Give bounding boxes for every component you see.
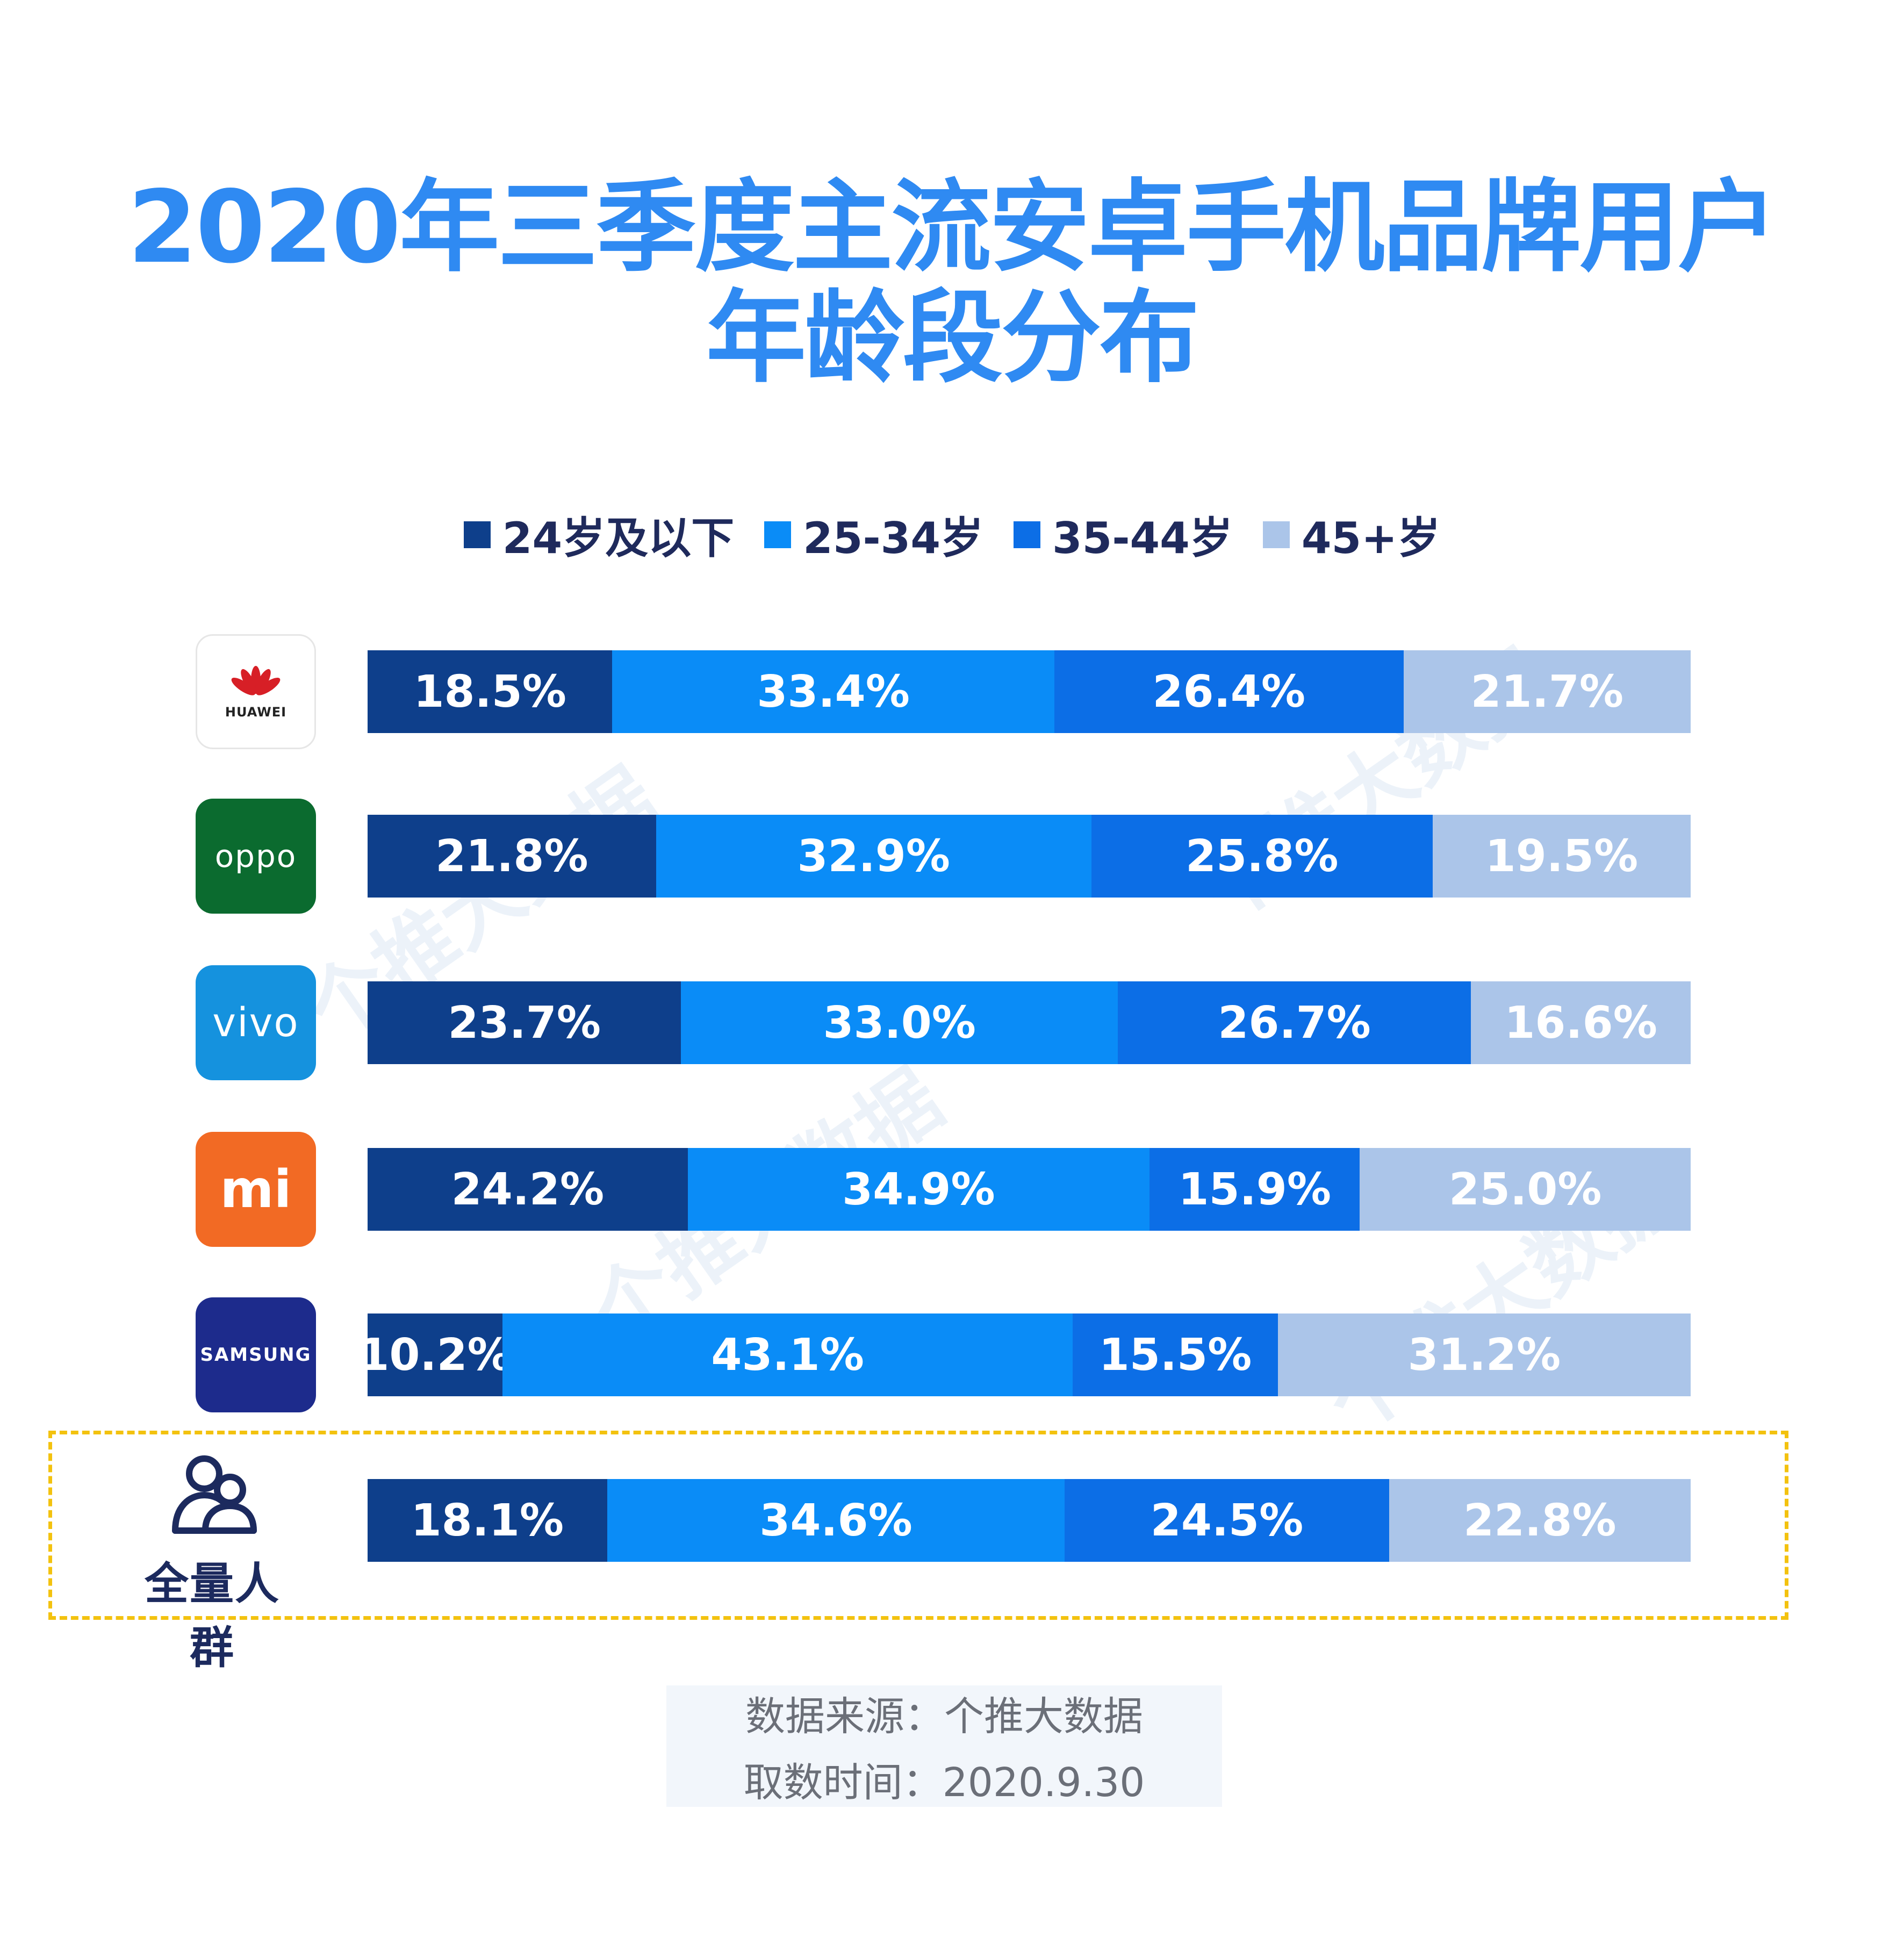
bar-segment: 16.6% (1471, 981, 1691, 1064)
xiaomi-logo-icon: mi (196, 1132, 316, 1247)
date-text: 取数时间：2020.9.30 (743, 1760, 1145, 1806)
samsung-logo-text: SAMSUNG (200, 1344, 312, 1366)
bar-segment: 24.5% (1065, 1479, 1389, 1562)
data-label: 31.2% (1407, 1329, 1561, 1381)
legend-swatch (1013, 521, 1040, 548)
stacked-bar: 10.2% 43.1% 15.5% 31.2% (358, 1313, 1691, 1396)
data-label: 15.5% (1098, 1329, 1252, 1381)
legend-item: 45+岁 (1262, 504, 1441, 566)
legend-label: 35-44岁 (1052, 513, 1233, 563)
bar-segment: 18.5% (368, 650, 613, 733)
bar-segment: 26.7% (1117, 981, 1471, 1064)
data-label: 34.9% (842, 1164, 995, 1215)
bar-segment: 25.8% (1091, 815, 1433, 898)
data-label: 25.8% (1185, 830, 1339, 882)
data-label: 43.1% (711, 1329, 864, 1381)
stacked-bar: 18.5% 33.4% 26.4% 21.7% (368, 650, 1691, 733)
data-label: 26.4% (1152, 666, 1305, 717)
legend-swatch (764, 521, 792, 548)
data-label: 32.9% (797, 830, 950, 882)
bar-segment: 33.4% (612, 650, 1054, 733)
huawei-logo-icon: HUAWEI (196, 634, 316, 749)
legend-item: 25-34岁 (764, 504, 983, 566)
data-label: 34.6% (759, 1495, 913, 1546)
huawei-petals-icon (231, 666, 281, 695)
bar-segment: 19.5% (1432, 815, 1691, 898)
mi-logo-text: mi (220, 1159, 292, 1219)
legend: 24岁及以下 25-34岁 35-44岁 45+岁 (0, 505, 1904, 564)
chart-title-line1: 2020年三季度主流安卓手机品牌用户 (127, 169, 1778, 285)
bar-segment: 10.2% (358, 1313, 512, 1396)
bar-segment: 25.0% (1360, 1148, 1691, 1231)
data-label: 21.8% (435, 830, 588, 882)
legend-swatch (463, 521, 491, 548)
bar-segment: 22.8% (1389, 1479, 1691, 1562)
data-label: 10.2% (358, 1329, 512, 1381)
bar-segment: 33.0% (681, 981, 1118, 1064)
bar-segment: 34.6% (607, 1479, 1065, 1562)
legend-label: 45+岁 (1301, 513, 1441, 563)
legend-item: 35-44岁 (1013, 504, 1233, 566)
bar-segment: 23.7% (368, 981, 681, 1064)
bar-segment: 26.4% (1054, 650, 1404, 733)
data-label: 33.4% (757, 666, 910, 717)
bar-segment: 24.2% (368, 1148, 688, 1231)
stacked-bar: 21.8% 32.9% 25.8% 19.5% (368, 815, 1691, 898)
vivo-logo-text: vivo (212, 1000, 299, 1046)
legend-label: 25-34岁 (803, 513, 983, 563)
samsung-logo-icon: SAMSUNG (196, 1297, 316, 1412)
bar-segment: 43.1% (502, 1313, 1073, 1396)
huawei-logo-text: HUAWEI (225, 705, 287, 720)
data-label: 24.2% (451, 1164, 605, 1215)
overall-label: 全量人群 (144, 1559, 280, 1674)
bar-segment: 32.9% (656, 815, 1091, 898)
bar-segment: 31.2% (1277, 1313, 1691, 1396)
data-label: 33.0% (823, 997, 976, 1049)
data-label: 16.6% (1504, 997, 1657, 1049)
legend-label: 24岁及以下 (502, 513, 735, 563)
legend-item: 24岁及以下 (463, 504, 735, 566)
chart-title-line2: 年龄段分布 (706, 279, 1199, 396)
bar-segment: 34.9% (687, 1148, 1150, 1231)
stacked-bar: 23.7% 33.0% 26.7% 16.6% (368, 981, 1691, 1064)
legend-swatch (1262, 521, 1290, 548)
data-label: 24.5% (1150, 1495, 1304, 1546)
overall-highlight-box (48, 1431, 1788, 1620)
data-label: 22.8% (1463, 1495, 1616, 1546)
bar-segment: 21.7% (1403, 650, 1691, 733)
stacked-bar: 18.1% 34.6% 24.5% 22.8% (368, 1479, 1691, 1562)
data-label: 18.1% (411, 1495, 564, 1546)
data-label: 26.7% (1218, 997, 1371, 1049)
data-label: 25.0% (1448, 1164, 1602, 1215)
bar-segment: 15.5% (1073, 1313, 1278, 1396)
bar-segment: 15.9% (1149, 1148, 1360, 1231)
stacked-bar: 24.2% 34.9% 15.9% 25.0% (368, 1148, 1691, 1231)
people-icon (172, 1455, 257, 1534)
vivo-logo-icon: vivo (196, 965, 316, 1080)
bar-segment: 21.8% (368, 815, 656, 898)
source-box: 数据来源：个推大数据 取数时间：2020.9.30 (666, 1685, 1222, 1807)
data-label: 23.7% (448, 997, 601, 1049)
data-label: 18.5% (413, 666, 566, 717)
source-text: 数据来源：个推大数据 (745, 1693, 1143, 1740)
oppo-logo-icon: oppo (196, 799, 316, 914)
data-label: 19.5% (1485, 830, 1639, 882)
oppo-logo-text: oppo (214, 838, 297, 874)
data-label: 15.9% (1178, 1164, 1331, 1215)
data-label: 21.7% (1470, 666, 1624, 717)
bar-segment: 18.1% (368, 1479, 607, 1562)
